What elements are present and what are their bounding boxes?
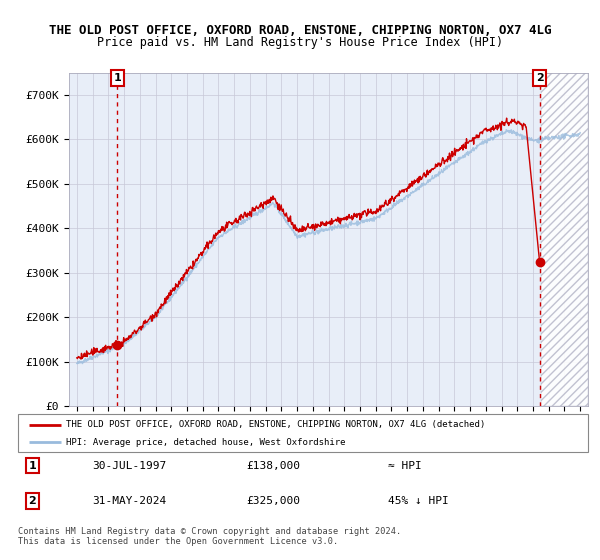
Text: 2: 2	[28, 496, 36, 506]
Text: Contains HM Land Registry data © Crown copyright and database right 2024.
This d: Contains HM Land Registry data © Crown c…	[18, 526, 401, 546]
Text: ≈ HPI: ≈ HPI	[389, 460, 422, 470]
Text: 30-JUL-1997: 30-JUL-1997	[92, 460, 166, 470]
Text: 2: 2	[536, 73, 544, 83]
Text: £138,000: £138,000	[246, 460, 300, 470]
Text: 31-MAY-2024: 31-MAY-2024	[92, 496, 166, 506]
Text: HPI: Average price, detached house, West Oxfordshire: HPI: Average price, detached house, West…	[67, 438, 346, 447]
Text: 45% ↓ HPI: 45% ↓ HPI	[389, 496, 449, 506]
Text: 1: 1	[28, 460, 36, 470]
Text: THE OLD POST OFFICE, OXFORD ROAD, ENSTONE, CHIPPING NORTON, OX7 4LG (detached): THE OLD POST OFFICE, OXFORD ROAD, ENSTON…	[67, 420, 486, 429]
Text: THE OLD POST OFFICE, OXFORD ROAD, ENSTONE, CHIPPING NORTON, OX7 4LG: THE OLD POST OFFICE, OXFORD ROAD, ENSTON…	[49, 24, 551, 37]
Text: 1: 1	[113, 73, 121, 83]
Text: Price paid vs. HM Land Registry's House Price Index (HPI): Price paid vs. HM Land Registry's House …	[97, 36, 503, 49]
Text: £325,000: £325,000	[246, 496, 300, 506]
